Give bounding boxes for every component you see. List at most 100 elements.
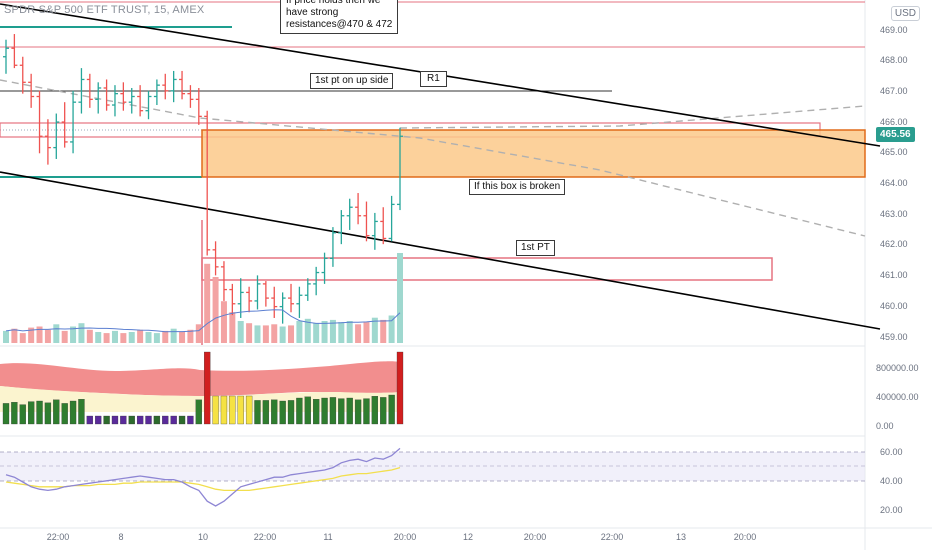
price-tick-label: 459.00 <box>880 332 908 342</box>
price-axis[interactable]: 469.00 468.00 467.00 466.00 465.00 464.00 463.… <box>880 25 908 342</box>
price-tick-label: 463.00 <box>880 209 908 219</box>
volume-overlay-bar <box>237 321 244 343</box>
volume-pane-bar <box>27 401 35 425</box>
volume-overlay-bar <box>187 329 194 343</box>
time-tick-label: 13 <box>676 532 686 542</box>
volume-pane-bar <box>44 402 52 425</box>
time-tick-label: 20:00 <box>734 532 757 542</box>
price-tick-label: 462.00 <box>880 239 908 249</box>
volume-overlay-bar <box>170 328 177 343</box>
volume-pane-bar <box>271 399 278 425</box>
volume-pane-bar <box>187 415 194 425</box>
volume-pane-bar <box>237 395 244 425</box>
time-tick-label: 20:00 <box>394 532 417 542</box>
volume-pane-bar <box>11 402 18 425</box>
volume-pane-bar <box>145 415 152 425</box>
time-tick-label: 10 <box>198 532 208 542</box>
volume-pane-bar <box>61 403 68 425</box>
time-tick-label: 12 <box>463 532 473 542</box>
volume-overlay-bar <box>229 312 236 343</box>
time-tick-label: 11 <box>323 532 332 542</box>
volume-overlay-bar <box>86 329 93 343</box>
volume-overlay-bar <box>61 330 68 343</box>
volume-pane-bar <box>287 400 295 425</box>
volume-overlay-bar <box>36 326 43 343</box>
volume-bars <box>2 351 404 425</box>
volume-pane-bar <box>103 415 110 425</box>
volume-pane-bar <box>162 415 169 425</box>
up-side-note[interactable]: 1st pt on up side <box>310 73 394 89</box>
volume-overlay-bar <box>3 330 9 343</box>
volume-overlay-bar <box>254 325 261 343</box>
volume-overlay-bar <box>204 263 211 343</box>
volume-overlay-bar <box>271 324 278 343</box>
volume-overlay-bar <box>355 324 362 343</box>
volume-overlay-bar <box>246 323 253 343</box>
volume-pane-bar <box>2 403 10 425</box>
volume-overlay-bar <box>212 277 219 343</box>
volume-pane-bar <box>78 399 85 425</box>
time-tick-label: 22:00 <box>47 532 70 542</box>
volume-overlay-bar <box>321 321 328 343</box>
volume-overlay-bar <box>44 329 51 343</box>
projection-path-lower[interactable] <box>0 79 866 237</box>
resistance-note[interactable]: If price holds then we have strong resis… <box>280 0 399 34</box>
time-tick-label: 22:00 <box>601 532 624 542</box>
volume-overlay-bar <box>11 328 18 343</box>
volume-pane-bar <box>69 400 77 425</box>
oscillator-axis: 60.00 40.00 20.00 <box>880 447 903 515</box>
first-pt-label[interactable]: 1st PT <box>516 240 555 256</box>
volume-pane-bar <box>178 415 186 425</box>
box-note[interactable]: If this box is broken <box>469 179 566 195</box>
volume-overlay-bar <box>288 325 295 343</box>
projection-path-upper[interactable] <box>399 105 866 129</box>
r1-label[interactable]: R1 <box>420 71 447 87</box>
volume-overlay-bar <box>145 332 152 343</box>
oscillator-line <box>5 447 401 507</box>
volume-overlay-bar <box>220 301 227 343</box>
trendline-lower[interactable] <box>0 171 881 330</box>
price-tick-label: 467.00 <box>880 86 908 96</box>
volume-pane-bar <box>388 394 395 425</box>
time-axis[interactable]: 22:00 8 10 22:00 11 20:00 12 20:00 22:00 13 20:00 <box>47 532 757 542</box>
oscillator-band <box>0 452 865 481</box>
volume-overlay-bar <box>78 323 85 343</box>
volume-pane-bar <box>220 395 228 425</box>
price-tick-label: 461.00 <box>880 270 908 280</box>
first-pt-zone[interactable] <box>201 257 773 281</box>
volume-pane-bar <box>111 415 119 425</box>
volume-overlay-bar <box>397 253 403 343</box>
volume-tick-label: 800000.00 <box>876 363 919 373</box>
volume-overlay-bar <box>262 325 269 343</box>
volume-pane-bar <box>346 397 353 425</box>
volume-overlay-bar <box>363 322 370 343</box>
volume-pane-bar <box>279 400 286 425</box>
volume-pane-bar <box>204 351 211 425</box>
volume-pane-bar <box>296 397 303 425</box>
volume-overlay-bar <box>19 333 26 343</box>
candles[interactable] <box>3 34 403 324</box>
volume-pane-bar <box>363 398 370 425</box>
volume-pane-bar <box>128 415 135 425</box>
last-price-tag: 465.56 <box>876 127 915 142</box>
volume-pane-bar <box>53 399 60 425</box>
volume-overlay-bar <box>313 323 320 343</box>
volume-overlay <box>3 253 403 343</box>
price-tick-label: 466.00 <box>880 117 908 127</box>
currency-button[interactable]: USD <box>890 6 920 21</box>
orange-box[interactable] <box>201 129 866 178</box>
volume-overlay-bar <box>103 333 110 343</box>
volume-pane-bar <box>212 395 219 425</box>
volume-overlay-bar <box>120 333 127 343</box>
volume-pane-bar <box>19 404 26 425</box>
volume-pane-bar <box>229 395 236 425</box>
volume-pane-bar <box>338 398 345 425</box>
oscillator-tick-label: 40.00 <box>880 476 903 486</box>
volume-pane-bar <box>304 396 311 425</box>
volume-overlay-bar <box>179 332 186 343</box>
volume-overlay-bar <box>338 322 345 343</box>
symbol-title: SPDR S&P 500 ETF TRUST, 15, AMEX <box>4 4 205 16</box>
volume-pane-bar <box>120 415 127 425</box>
volume-pane-bar <box>153 415 161 425</box>
